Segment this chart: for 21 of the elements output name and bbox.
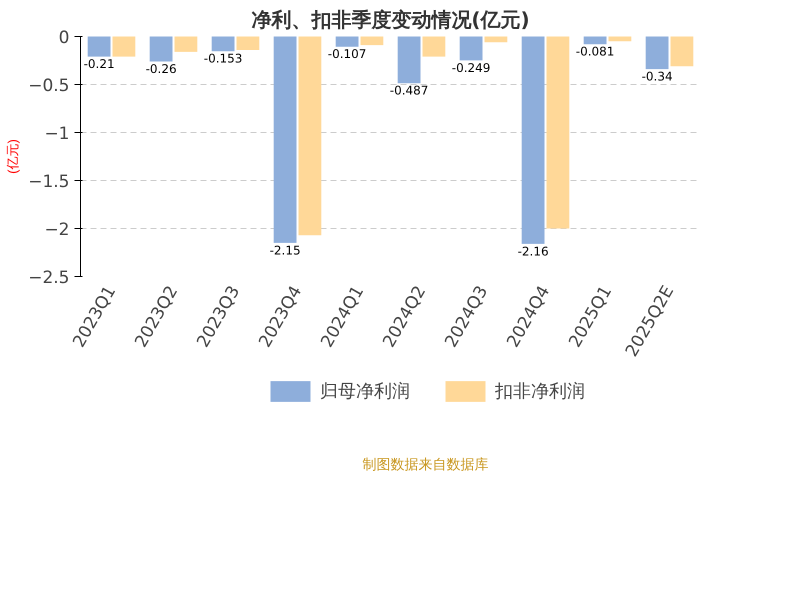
data-label: -0.34 xyxy=(642,70,673,84)
data-label: -0.21 xyxy=(84,57,115,72)
legend-label: 归母净利润 xyxy=(320,380,410,403)
y-tick-label: −0.5 xyxy=(28,76,70,96)
y-axis-title: (亿元) xyxy=(5,139,20,174)
text: 制图数据来自数据库 xyxy=(362,457,488,473)
legend-label: 扣非净利润 xyxy=(495,380,585,403)
y-tick-label: −1 xyxy=(44,124,70,144)
data-label: -0.081 xyxy=(576,44,614,59)
y-tick-label: −2.5 xyxy=(28,268,70,288)
y-tick-label: −1.5 xyxy=(28,172,70,192)
data-label: -0.487 xyxy=(390,84,428,98)
y-tick-label: 0 xyxy=(58,28,70,48)
chart-title: 净利、扣非季度变动情况(亿元) xyxy=(251,8,530,32)
data-label: -2.15 xyxy=(270,243,301,258)
data-label: -0.153 xyxy=(204,52,242,66)
data-label: -2.16 xyxy=(518,244,549,258)
y-tick-label: −2 xyxy=(44,220,70,240)
data-label: -0.249 xyxy=(452,60,490,75)
data-label: -0.107 xyxy=(328,47,366,62)
data-label: -0.26 xyxy=(146,62,177,76)
